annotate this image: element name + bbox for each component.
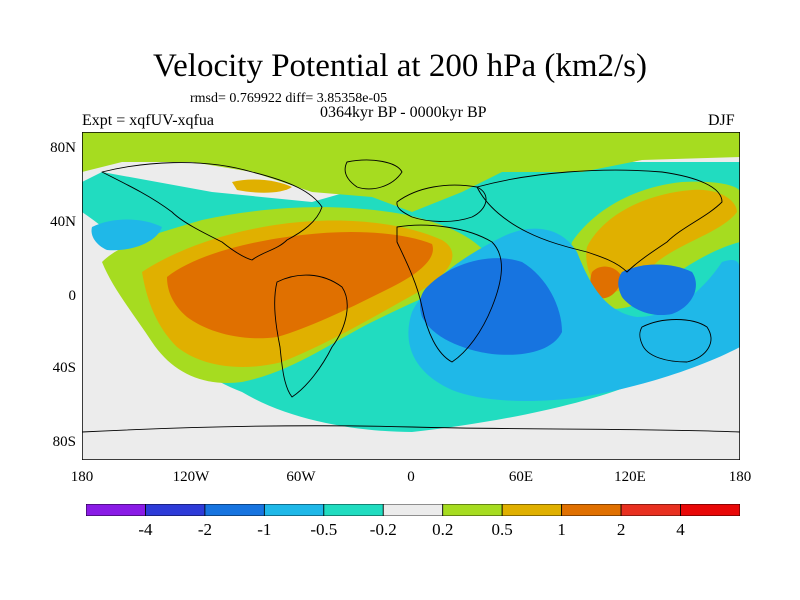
lon-label-180w: 180 (70, 469, 94, 485)
field-strong-positive-asia (590, 266, 622, 299)
plot-title: Velocity Potential at 200 hPa (km2/s) (152, 48, 648, 84)
colorbar-label-pos1: 1 (557, 520, 566, 539)
colorbar-cell (501, 504, 563, 516)
field-neutral-atlantic (82, 242, 740, 460)
velocity-potential-map (82, 132, 740, 460)
field-strong-positive-americas (167, 232, 433, 339)
lat-label-40s: 40S (52, 360, 76, 376)
colorbar-cell (263, 504, 325, 516)
field-mid-positive-asia (586, 189, 737, 293)
colorbar-cell (620, 504, 681, 516)
coast-asia (476, 169, 723, 273)
lon-label-120e: 120E (614, 469, 646, 485)
colorbar-label-neg02: -0.2 (369, 520, 397, 539)
coast-australia (639, 319, 712, 363)
coastlines (82, 159, 740, 433)
season-label: DJF (708, 112, 735, 129)
coast-south-america (274, 274, 348, 398)
rmsd-diff-stats: rmsd= 0.769922 diff= 3.85358e-05 (190, 91, 388, 106)
field-light-positive-north (82, 132, 740, 212)
colorbar-cell (382, 504, 444, 516)
colorbar-label-neg4: -4 (138, 520, 153, 539)
colorbar-cell (323, 504, 384, 516)
field-light-negative-pacific (91, 219, 162, 251)
lat-label-eq: 0 (68, 288, 77, 304)
lon-label-60e: 60E (508, 469, 534, 485)
colorbar-cell (204, 504, 265, 516)
colorbar-label-neg1: -1 (257, 520, 272, 539)
colorbar-label-pos2: 2 (616, 520, 626, 539)
experiment-label: Expt = xqfUV-xqfua (82, 112, 214, 129)
lat-label-40n: 40N (50, 214, 76, 230)
lon-label-120w: 120W (172, 469, 210, 485)
coast-antarctica (82, 425, 740, 433)
colorbar-cell (442, 504, 503, 516)
colorbar-cell (561, 504, 622, 516)
colorbar (86, 504, 740, 516)
lon-label-0: 0 (407, 469, 415, 485)
field-mid-positive-north (232, 179, 292, 193)
lat-label-80s: 80S (52, 434, 76, 450)
lon-label-60w: 60W (286, 469, 316, 485)
lat-label-80n: 80N (50, 140, 76, 156)
colorbar-cell (680, 504, 740, 516)
colorbar-label-pos4: 4 (676, 520, 685, 539)
coast-greenland (344, 159, 403, 190)
lon-label-180e: 180 (728, 469, 752, 485)
colorbar-label-pos05: 0.5 (491, 520, 513, 539)
colorbar-cell (86, 504, 146, 516)
field-mid-negative-maritime (618, 264, 696, 316)
colorbar-label-neg05: -0.5 (310, 520, 338, 539)
field-mid-negative-africa (419, 258, 562, 355)
period-label: 0364kyr BP - 0000kyr BP (320, 104, 487, 121)
colorbar-cell (145, 504, 206, 516)
coast-africa (396, 224, 502, 363)
coast-europe (396, 184, 487, 222)
coast-north-america (101, 162, 323, 261)
colorbar-label-pos02: 0.2 (432, 520, 454, 539)
colorbar-label-neg2: -2 (197, 520, 212, 539)
